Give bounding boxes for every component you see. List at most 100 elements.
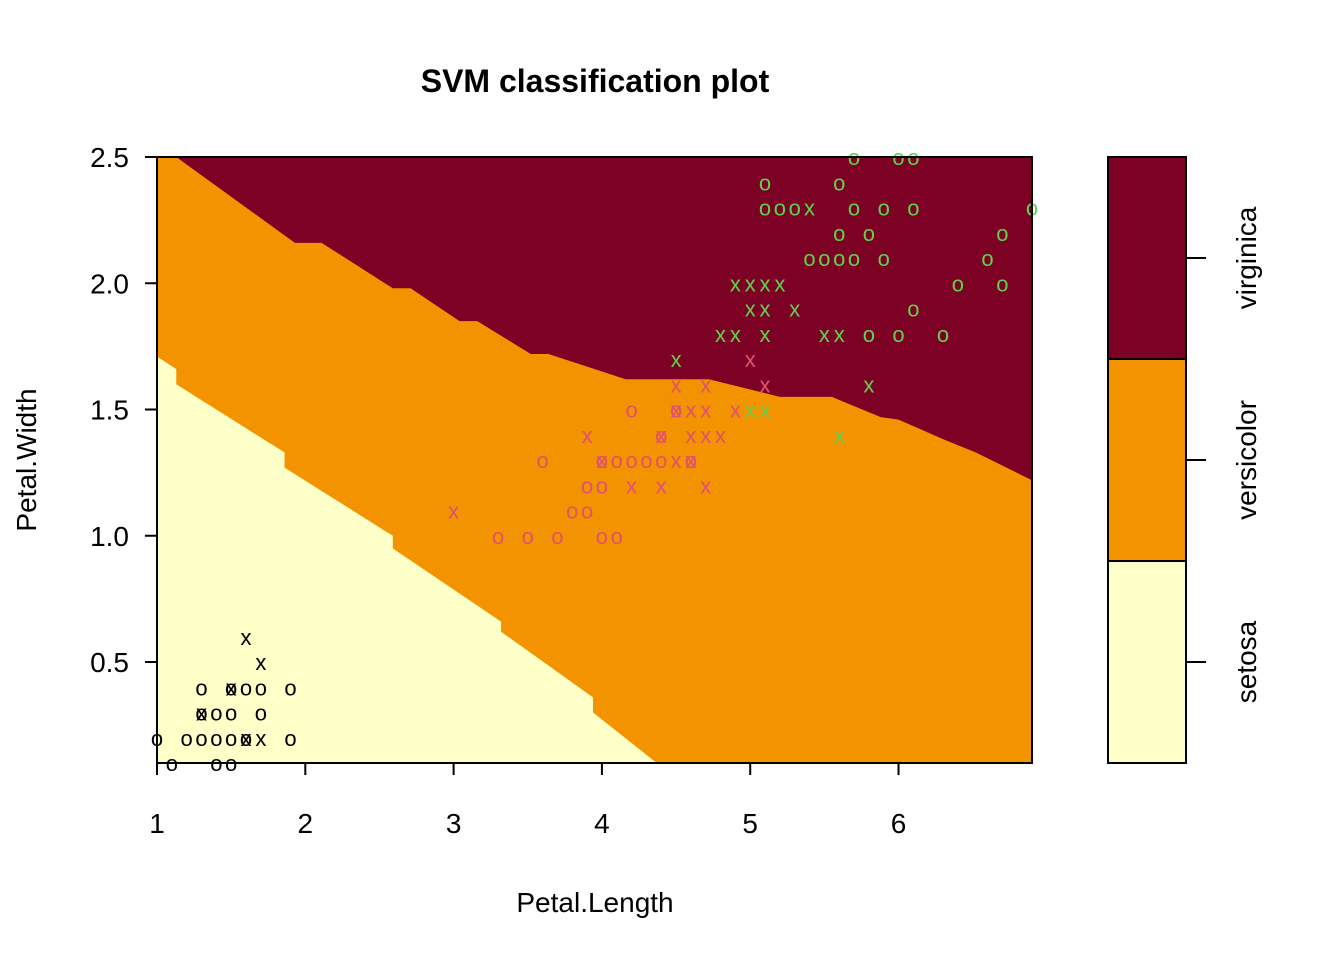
virginica-data-point: o xyxy=(818,246,830,271)
y-axis-label: Petal.Width xyxy=(11,388,42,531)
setosa-data-point: o xyxy=(255,675,267,700)
virginica-data-point: o xyxy=(789,196,801,221)
colorbar-swatch-versicolor xyxy=(1107,358,1187,562)
versicolor-support-vector-point: x xyxy=(671,398,682,423)
colorbar-label-setosa: setosa xyxy=(1231,620,1262,703)
setosa-data-point: o xyxy=(284,726,296,751)
y-axis: 0.5 1.0 1.5 2.0 2.5 xyxy=(90,142,158,678)
versicolor-support-vector-point: x xyxy=(715,423,726,448)
versicolor-support-vector-point: x xyxy=(671,448,682,473)
virginica-data-point: o xyxy=(833,246,845,271)
versicolor-data-point: o xyxy=(492,524,504,549)
virginica-data-point: o xyxy=(996,271,1008,296)
versicolor-data-point: o xyxy=(685,448,697,473)
x-tick-label: 3 xyxy=(446,808,462,839)
x-axis: 1 2 3 4 5 6 xyxy=(149,762,906,839)
virginica-support-vector-point: x xyxy=(834,423,845,448)
versicolor-data-point: o xyxy=(536,448,548,473)
versicolor-data-point: o xyxy=(625,448,637,473)
setosa-support-vector-point: x xyxy=(226,675,237,700)
versicolor-support-vector-point: x xyxy=(685,448,696,473)
versicolor-data-point: o xyxy=(581,473,593,498)
virginica-support-vector-point: x xyxy=(730,271,741,296)
setosa-data-point: o xyxy=(240,726,252,751)
versicolor-data-point: o xyxy=(655,423,667,448)
virginica-data-point: o xyxy=(892,322,904,347)
virginica-data-point: o xyxy=(833,221,845,246)
virginica-data-point: o xyxy=(907,297,919,322)
versicolor-data-point: o xyxy=(640,448,652,473)
versicolor-support-vector-point: x xyxy=(745,347,756,372)
virginica-data-point: o xyxy=(759,196,771,221)
x-tick-label: 5 xyxy=(742,808,758,839)
colorbar-swatch-setosa xyxy=(1107,560,1187,764)
virginica-support-vector-point: x xyxy=(804,196,815,221)
setosa-data-point: o xyxy=(225,701,237,726)
virginica-data-point: o xyxy=(981,246,993,271)
y-tick-label: 0.5 xyxy=(90,647,129,678)
virginica-support-vector-point: x xyxy=(745,398,756,423)
virginica-data-point: o xyxy=(848,246,860,271)
versicolor-data-point: o xyxy=(670,398,682,423)
versicolor-support-vector-point: x xyxy=(685,423,696,448)
versicolor-support-vector-point: x xyxy=(685,398,696,423)
versicolor-data-point: o xyxy=(655,448,667,473)
versicolor-support-vector-point: x xyxy=(671,372,682,397)
x-tick-label: 4 xyxy=(594,808,610,839)
versicolor-support-vector-point: x xyxy=(656,423,667,448)
setosa-data-point: o xyxy=(195,726,207,751)
versicolor-support-vector-point: x xyxy=(656,473,667,498)
virginica-support-vector-point: x xyxy=(745,297,756,322)
setosa-data-point: o xyxy=(225,726,237,751)
class-legend-colorbar: setosa versicolor virginica xyxy=(1107,156,1262,764)
virginica-data-point: o xyxy=(878,196,890,221)
setosa-support-vector-point: x xyxy=(240,726,251,751)
virginica-data-point: o xyxy=(907,196,919,221)
colorbar-label-virginica: virginica xyxy=(1231,206,1262,309)
virginica-support-vector-point: x xyxy=(760,297,771,322)
versicolor-data-point: o xyxy=(581,499,593,524)
virginica-data-point: o xyxy=(759,170,771,195)
virginica-support-vector-point: x xyxy=(789,297,800,322)
setosa-data-point: o xyxy=(210,726,222,751)
virginica-support-vector-point: x xyxy=(745,271,756,296)
setosa-support-vector-point: x xyxy=(255,650,266,675)
virginica-data-point: o xyxy=(937,322,949,347)
y-tick-label: 2.0 xyxy=(90,268,129,299)
colorbar-swatch-virginica xyxy=(1107,156,1187,360)
setosa-data-point: o xyxy=(210,701,222,726)
versicolor-support-vector-point: x xyxy=(760,372,771,397)
virginica-support-vector-point: x xyxy=(730,322,741,347)
setosa-data-point: o xyxy=(195,701,207,726)
setosa-data-point: o xyxy=(225,675,237,700)
virginica-data-point: o xyxy=(996,221,1008,246)
virginica-support-vector-point: x xyxy=(760,271,771,296)
setosa-data-point: o xyxy=(240,675,252,700)
versicolor-data-point: o xyxy=(625,398,637,423)
virginica-support-vector-point: x xyxy=(834,322,845,347)
y-tick-label: 1.0 xyxy=(90,521,129,552)
y-tick-label: 1.5 xyxy=(90,395,129,426)
versicolor-support-vector-point: x xyxy=(700,398,711,423)
virginica-data-point: o xyxy=(848,196,860,221)
virginica-data-point: o xyxy=(833,170,845,195)
setosa-data-point: o xyxy=(284,675,296,700)
chart-title: SVM classification plot xyxy=(421,63,770,99)
versicolor-support-vector-point: x xyxy=(700,473,711,498)
virginica-support-vector-point: x xyxy=(760,322,771,347)
setosa-support-vector-point: x xyxy=(196,701,207,726)
virginica-support-vector-point: x xyxy=(774,271,785,296)
versicolor-support-vector-point: x xyxy=(730,398,741,423)
versicolor-support-vector-point: x xyxy=(582,423,593,448)
setosa-support-vector-point: x xyxy=(255,726,266,751)
versicolor-data-point: o xyxy=(596,473,608,498)
versicolor-support-vector-point: x xyxy=(596,448,607,473)
versicolor-data-point: o xyxy=(596,448,608,473)
setosa-data-point: o xyxy=(181,726,193,751)
x-tick-label: 2 xyxy=(298,808,314,839)
versicolor-support-vector-point: x xyxy=(700,423,711,448)
versicolor-support-vector-point: x xyxy=(448,499,459,524)
